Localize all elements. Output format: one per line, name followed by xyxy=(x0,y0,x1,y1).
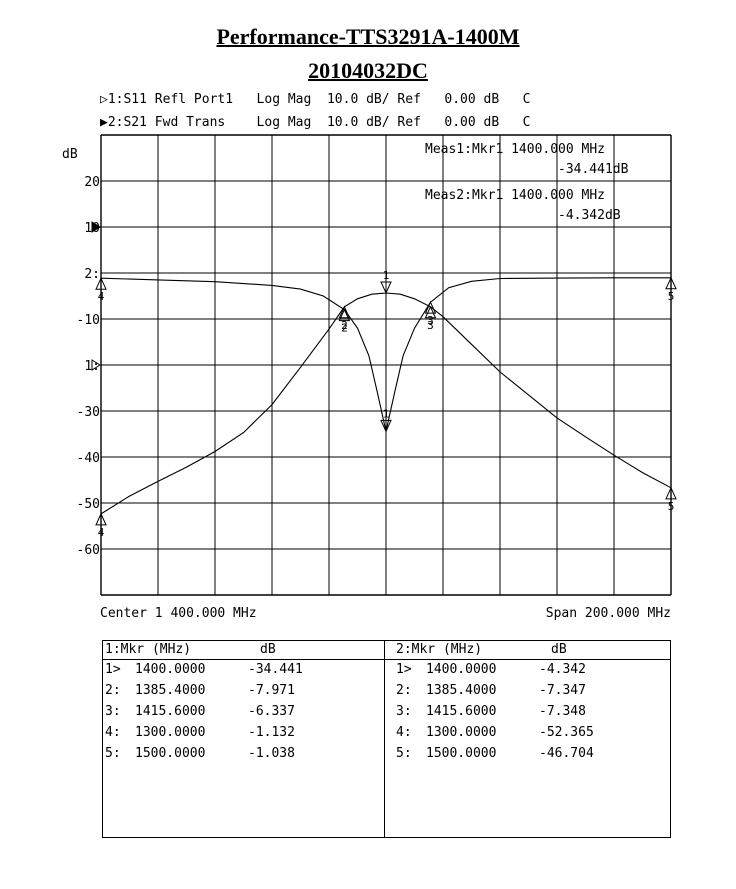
cell-idx: 3: xyxy=(396,704,412,719)
marker-s11-2: 2 xyxy=(338,308,351,335)
marker-id: 2 xyxy=(341,319,348,332)
marker-s21-2: 2 xyxy=(338,305,351,332)
trace2-header-text: 2:S21 Fwd Trans Log Mag 10.0 dB/ Ref 0.0… xyxy=(107,115,531,130)
table-row: 4: 1300.0000 -52.365 xyxy=(384,723,670,744)
table-row: 3: 1415.6000 -7.348 xyxy=(384,702,670,723)
cell-freq: 1400.0000 xyxy=(426,662,497,677)
marker-table-trace1: 1:Mkr (MHz) dB 1> 1400.0000 -34.441 2: 1385.… xyxy=(103,641,385,837)
header-mkr: 1:Mkr (MHz) xyxy=(105,642,192,657)
cell-freq: 1415.6000 xyxy=(426,704,497,719)
trace1-ref-icon xyxy=(91,359,101,371)
trace1-marker-icon: ▷ xyxy=(100,92,108,107)
cell-idx: 1> xyxy=(396,662,412,677)
cell-freq: 1300.0000 xyxy=(426,725,497,740)
table-rows: 1> 1400.0000 -4.342 2: 1385.4000 -7.347 3: 1415… xyxy=(384,660,670,765)
cell-idx: 3: xyxy=(105,704,121,719)
meas1-line1: Meas1:Mkr1 1400.000 MHz xyxy=(425,142,605,157)
marker-id: 1 xyxy=(383,269,390,282)
table-row: 2: 1385.4000 -7.971 xyxy=(103,681,384,702)
table-row: 3: 1415.6000 -6.337 xyxy=(103,702,384,723)
cell-db: -34.441 xyxy=(248,662,303,677)
cell-idx: 4: xyxy=(105,725,121,740)
cell-freq: 1300.0000 xyxy=(135,725,206,740)
center-frequency-label: Center 1 400.000 MHz xyxy=(100,606,257,621)
cell-freq: 1400.0000 xyxy=(135,662,206,677)
y-tick-label: -10 xyxy=(77,313,100,328)
table-row: 5: 1500.0000 -1.038 xyxy=(103,744,384,765)
y-tick-label: -60 xyxy=(77,543,100,558)
cell-freq: 1500.0000 xyxy=(135,746,206,761)
y-tick-label: -50 xyxy=(77,497,100,512)
marker-id: 3 xyxy=(427,314,434,327)
cell-db: -1.132 xyxy=(248,725,295,740)
cell-freq: 1415.6000 xyxy=(135,704,206,719)
marker-id: 2 xyxy=(341,322,348,335)
cell-freq: 1385.4000 xyxy=(426,683,497,698)
cell-idx: 2: xyxy=(396,683,412,698)
trace1-header: ▷1:S11 Refl Port1 Log Mag 10.0 dB/ Ref 0… xyxy=(100,92,530,107)
marker-s11-5: 5 xyxy=(665,276,677,303)
trace1-header-text: 1:S11 Refl Port1 Log Mag 10.0 dB/ Ref 0.… xyxy=(107,92,531,107)
table-row: 1> 1400.0000 -34.441 xyxy=(103,660,384,681)
marker-s11-4: 4 xyxy=(95,276,107,303)
meas1-line2: -34.441dB xyxy=(558,162,629,177)
cell-idx: 4: xyxy=(396,725,412,740)
marker-id: 3 xyxy=(427,319,434,332)
cell-db: -7.971 xyxy=(248,683,295,698)
cell-db: -4.342 xyxy=(539,662,586,677)
marker-id: 5 xyxy=(668,500,675,513)
cell-db: -7.348 xyxy=(539,704,586,719)
trace2-marker-icon: ▶ xyxy=(100,115,108,130)
header-mkr: 2:Mkr (MHz) xyxy=(396,642,483,657)
cell-db: -6.337 xyxy=(248,704,295,719)
meas2-line2: -4.342dB xyxy=(558,208,621,223)
trace2-header: ▶2:S21 Fwd Trans Log Mag 10.0 dB/ Ref 0.… xyxy=(100,115,530,130)
cell-db: -7.347 xyxy=(539,683,586,698)
table-row: 1> 1400.0000 -4.342 xyxy=(384,660,670,681)
marker-s11-1: 1 xyxy=(380,407,392,433)
marker-s21-3: 3 xyxy=(424,305,437,332)
table-row: 5: 1500.0000 -46.704 xyxy=(384,744,670,765)
y-tick-label: -30 xyxy=(77,405,100,420)
marker-id: 4 xyxy=(98,290,105,303)
marker-s21-1: 1 xyxy=(380,269,392,295)
y-unit-label: dB xyxy=(62,147,78,162)
table-rows: 1> 1400.0000 -34.441 2: 1385.4000 -7.971 3: 141… xyxy=(103,660,384,765)
marker-table: 1:Mkr (MHz) dB 1> 1400.0000 -34.441 2: 1385.… xyxy=(102,640,671,838)
y-tick-label: -40 xyxy=(77,451,100,466)
table-row: 2: 1385.4000 -7.347 xyxy=(384,681,670,702)
marker-id: 4 xyxy=(98,526,105,539)
marker-s21-4: 4 xyxy=(95,512,107,539)
header-db: dB xyxy=(551,642,567,657)
marker-s11-3: 3 xyxy=(424,300,437,327)
cell-idx: 5: xyxy=(396,746,412,761)
chart-subtitle: 20104032DC xyxy=(308,58,428,83)
marker-table-trace2: 2:Mkr (MHz) dB 1> 1400.0000 -4.342 2: 1385.4… xyxy=(384,641,670,837)
cell-freq: 1385.4000 xyxy=(135,683,206,698)
header-db: dB xyxy=(260,642,276,657)
marker-s21-5: 5 xyxy=(665,486,677,513)
cell-idx: 2: xyxy=(105,683,121,698)
meas2-line1: Meas2:Mkr1 1400.000 MHz xyxy=(425,188,605,203)
cell-db: -46.704 xyxy=(539,746,594,761)
chart-title: Performance-TTS3291A-1400M xyxy=(216,24,520,49)
span-label: Span 200.000 MHz xyxy=(546,606,671,621)
y-tick-label: 20 xyxy=(84,175,100,190)
marker-id: 5 xyxy=(668,290,675,303)
marker-id: 1 xyxy=(383,407,390,420)
cell-freq: 1500.0000 xyxy=(426,746,497,761)
cell-db: -52.365 xyxy=(539,725,594,740)
table-header: 1:Mkr (MHz) dB xyxy=(103,641,384,660)
trace2-ref-icon xyxy=(91,221,101,233)
cell-idx: 5: xyxy=(105,746,121,761)
cell-db: -1.038 xyxy=(248,746,295,761)
plot-grid xyxy=(100,134,672,596)
y-tick-labels: 20102:-101:-30-40-50-60 xyxy=(77,175,101,558)
cell-idx: 1> xyxy=(105,662,121,677)
table-header: 2:Mkr (MHz) dB xyxy=(384,641,670,660)
y-tick-label: 2: xyxy=(84,267,100,282)
table-row: 4: 1300.0000 -1.132 xyxy=(103,723,384,744)
